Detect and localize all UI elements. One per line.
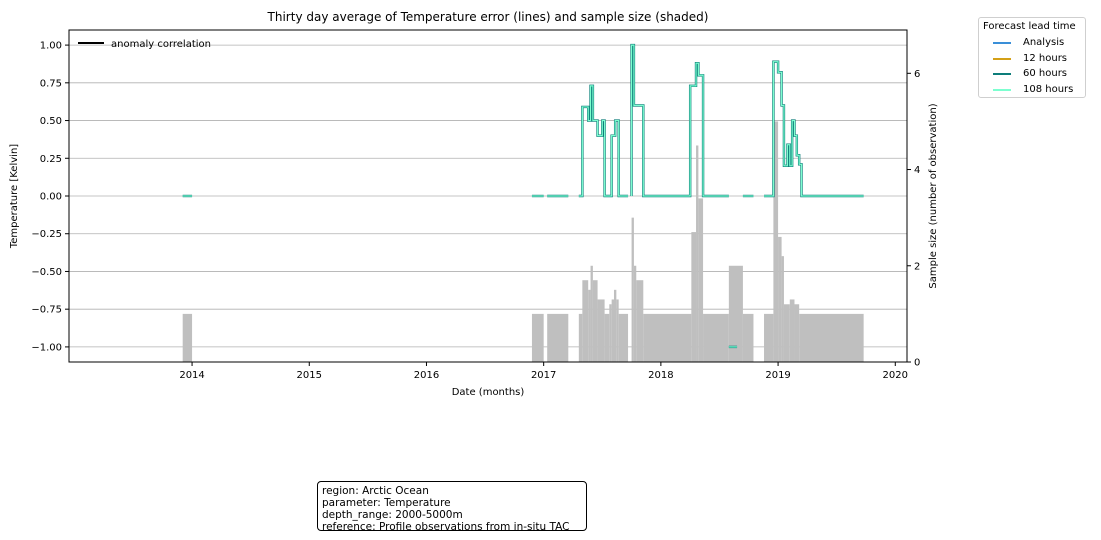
y-tick-label: 0.75 [40, 78, 62, 89]
legend-label: 60 hours [1023, 68, 1068, 79]
legend-label: 108 hours [1023, 83, 1074, 95]
sample-size-bar [547, 313, 569, 362]
sample-size-bar [728, 265, 743, 362]
y2-tick-label: 6 [914, 69, 920, 80]
info-line-reference: reference: Profile observations from in-… [322, 521, 570, 533]
sample-size-bar [698, 198, 704, 362]
sample-size-bar [631, 217, 634, 362]
y-tick-label: −0.75 [31, 305, 62, 316]
sample-size-bar [783, 304, 790, 362]
y-tick-label: 0.00 [40, 192, 62, 203]
x-tick-label: 2018 [648, 370, 673, 381]
sample-size-bar [691, 232, 697, 362]
sample-size-bar [592, 280, 598, 362]
sample-size-bar [613, 289, 617, 362]
info-line-depth-range: depth_range: 2000-5000m [322, 509, 463, 521]
sample-size-bar [696, 145, 699, 362]
sample-size-bar [636, 280, 644, 362]
sample-size-bar [643, 313, 692, 362]
inner-legend: anomaly correlation [78, 39, 211, 50]
sample-size-bar [611, 299, 614, 362]
legend-label: Analysis [1023, 37, 1065, 48]
x-tick-label: 2020 [883, 370, 908, 381]
axes: 1.00 0.75 0.50 0.25 0.00 −0.25 −0.50 −0.75 −1.00… [31, 41, 920, 381]
temperature-error-lines [182, 43, 864, 349]
grid-lines [69, 44, 907, 348]
legend-title: Forecast lead time [983, 21, 1076, 32]
sample-size-bar [742, 313, 754, 362]
sample-size-bar [781, 256, 784, 362]
sample-size-bar [794, 304, 800, 362]
y-tick-label: 1.00 [40, 41, 62, 52]
x-tick-label: 2019 [765, 370, 790, 381]
y-tick-label: 0.25 [40, 154, 62, 165]
inner-legend-label: anomaly correlation [111, 39, 211, 50]
y-tick-label: 0.50 [40, 116, 62, 127]
sample-size-bar [618, 313, 629, 362]
sample-size-bar [578, 313, 583, 362]
sample-size-bar [778, 236, 782, 362]
x-tick-label: 2017 [531, 370, 556, 381]
y2-axis-label: Sample size (number of observation) [928, 103, 939, 288]
legend-swatch [993, 88, 1011, 91]
sample-size-bar [590, 265, 593, 362]
error-line-outline [578, 84, 629, 198]
y-tick-label: −0.50 [31, 267, 62, 278]
legend-swatch [993, 42, 1011, 44]
sample-size-bar [582, 280, 589, 362]
error-line [630, 44, 729, 197]
sample-size-bar [182, 313, 193, 362]
sample-size-bar [609, 304, 612, 362]
sample-size-bars [182, 121, 864, 362]
y-tick-label: −1.00 [31, 342, 62, 353]
error-line [764, 61, 864, 197]
sample-size-bar [764, 313, 774, 362]
info-box: region: Arctic Ocean parameter: Temperat… [317, 481, 587, 533]
x-tick-label: 2016 [414, 370, 439, 381]
sample-size-bar [799, 313, 864, 362]
chart-title: Thirty day average of Temperature error … [267, 10, 709, 24]
x-axis-label: Date (months) [452, 387, 525, 398]
sample-size-bar [703, 313, 729, 362]
legend-swatch [993, 57, 1011, 60]
y2-tick-label: 4 [914, 165, 920, 176]
sample-size-bar [604, 313, 610, 362]
sample-size-bar [588, 289, 591, 362]
y-axis-label: Temperature [Kelvin] [9, 144, 20, 249]
sample-size-bar [616, 299, 619, 362]
sample-size-bar [773, 121, 779, 362]
legend-swatch [993, 73, 1011, 75]
y2-tick-label: 2 [914, 261, 920, 272]
y-tick-label: −0.25 [31, 229, 62, 240]
error-line-outline [764, 60, 864, 198]
sample-size-bar [597, 299, 605, 362]
sample-size-bar [531, 313, 544, 362]
x-tick-label: 2014 [179, 370, 204, 381]
info-line-region: region: Arctic Ocean [322, 485, 429, 497]
error-line [578, 85, 629, 197]
legend: Forecast lead time Analysis 12 hours 60 ho… [978, 17, 1086, 98]
x-tick-label: 2015 [297, 370, 322, 381]
info-line-parameter: parameter: Temperature [322, 497, 451, 509]
sample-size-bar [789, 299, 795, 362]
sample-size-bar [633, 265, 637, 362]
y2-tick-label: 0 [914, 358, 920, 369]
legend-label: 12 hours [1023, 52, 1068, 64]
